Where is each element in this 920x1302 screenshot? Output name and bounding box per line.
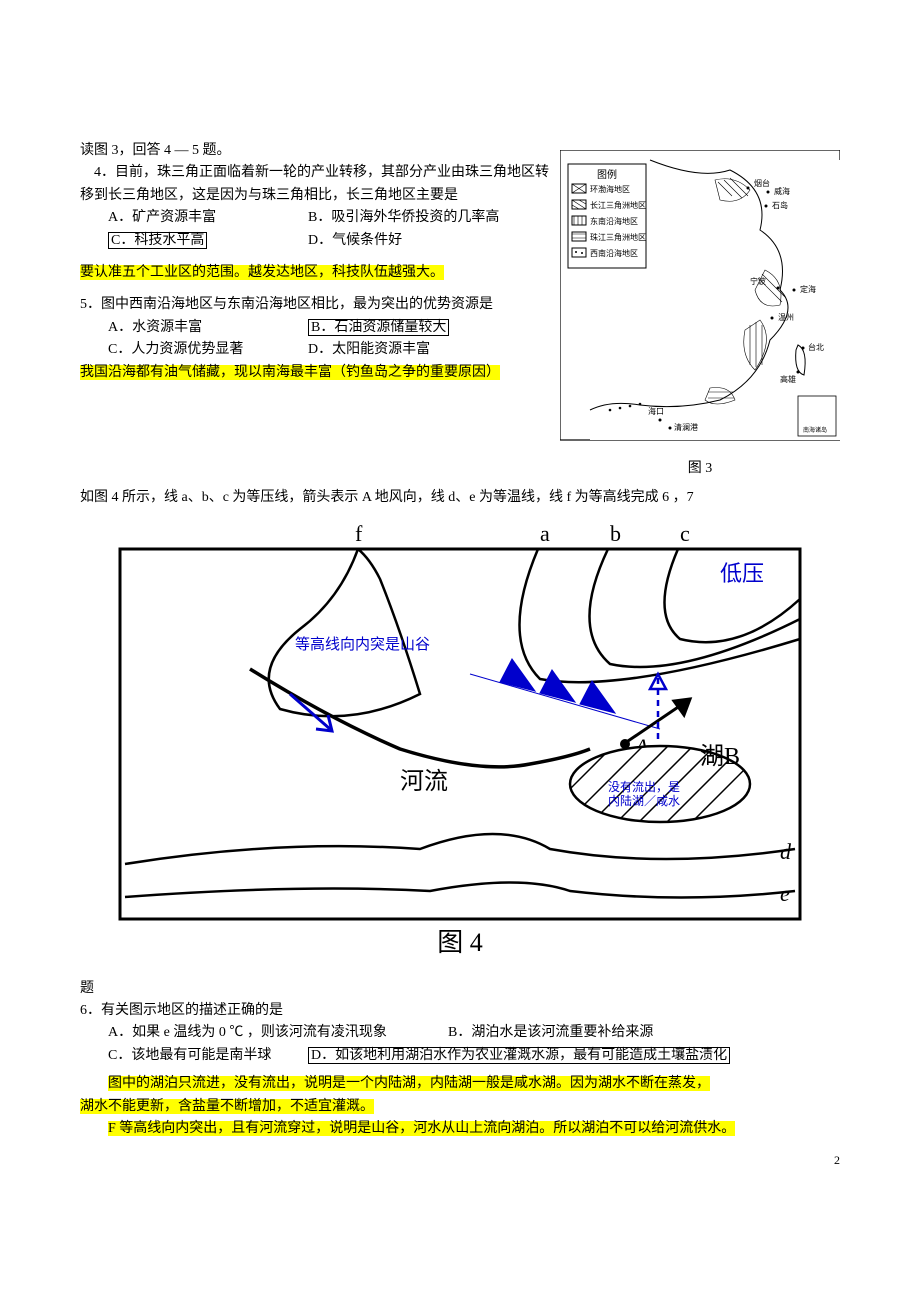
note-3b: 湖水不能更新，含盐量不断增加，不适宜灌溉。	[80, 1099, 374, 1114]
fig4-f: f	[355, 521, 363, 546]
fig4-low-pressure: 低压	[720, 561, 764, 586]
legend-1: 环渤海地区	[590, 184, 630, 194]
legend-title: 图例	[597, 168, 617, 181]
q6-option-a: A．如果 e 温线为 0 ℃ ，则该河流有凌汛现象	[108, 1022, 448, 1044]
svg-text:南海诸岛: 南海诸岛	[803, 426, 827, 434]
figure-4-svg: f a b c 低压 等高线向内突是山谷	[100, 519, 820, 959]
city-9: 海口	[648, 406, 664, 416]
legend-4: 珠江三角洲地区	[590, 232, 646, 242]
legend-5: 西南沿海地区	[590, 248, 638, 258]
figure-3-caption: 图 3	[560, 458, 840, 480]
q5-option-a: A．水资源丰富	[108, 317, 308, 339]
q6-stem: 6．有关图示地区的描述正确的是	[80, 1000, 840, 1022]
fig4-river-label: 河流	[400, 768, 448, 795]
city-10: 清澜港	[674, 422, 698, 432]
fig4-valley-note: 等高线向内突是山谷	[295, 635, 430, 653]
fig4-lake-label: 湖B	[700, 743, 740, 770]
fig4-lake-note1: 没有流出，是	[608, 779, 680, 794]
figure-4: f a b c 低压 等高线向内突是山谷	[80, 519, 840, 967]
fig4-b: b	[610, 521, 621, 546]
city-2: 威海	[774, 186, 790, 196]
note-3a: 图中的湖泊只流进，没有流出，说明是一个内陆湖，内陆湖一般是咸水湖。因为湖水不断在…	[108, 1076, 710, 1091]
q4-option-d: D．气候条件好	[308, 230, 402, 252]
city-1: 烟台	[754, 178, 770, 188]
note-1: 要认准五个工业区的范围。越发达地区，科技队伍越强大。	[80, 265, 444, 280]
q67-intro: 如图 4 所示，线 a、b、c 为等压线，箭头表示 A 地风向，线 d、e 为等…	[80, 487, 840, 509]
figure-3: 图例 环渤海地区 长江三角洲地区 东南沿海地区 珠江三角洲地区 西南沿海地区	[560, 150, 840, 481]
figure-3-svg: 图例 环渤海地区 长江三角洲地区 东南沿海地区 珠江三角洲地区 西南沿海地区	[560, 150, 840, 450]
q6-option-d: D．如该地利用湖泊水作为农业灌溉水源，最有可能造成土壤盐渍化	[308, 1047, 730, 1064]
city-5: 定海	[800, 284, 816, 294]
city-4: 宁波	[750, 276, 766, 286]
legend-3: 东南沿海地区	[590, 216, 638, 226]
note-4: F 等高线向内突出，且有河流穿过，说明是山谷，河水从山上流向湖泊。所以湖泊不可以…	[108, 1121, 735, 1136]
fig4-d: d	[780, 839, 792, 864]
fig4-c: c	[680, 521, 690, 546]
q5-option-d: D．太阳能资源丰富	[308, 339, 430, 361]
city-7: 台北	[808, 342, 824, 352]
q6-option-c: C．该地最有可能是南半球	[108, 1045, 308, 1067]
q4-option-c: C．科技水平高	[108, 232, 207, 249]
figure-4-caption: 图 4	[437, 928, 483, 957]
city-3: 石岛	[772, 200, 788, 210]
city-6: 温州	[778, 313, 794, 322]
page-number: 2	[834, 1153, 840, 1168]
q6-option-b: B．湖泊水是该河流重要补给来源	[448, 1022, 653, 1044]
legend-2: 长江三角洲地区	[590, 200, 646, 210]
note-2: 我国沿海都有油气储藏，现以南海最丰富（钓鱼岛之争的重要原因）	[80, 365, 500, 380]
city-8: 高雄	[780, 374, 796, 384]
q5-option-b: B．石油资源储量较大	[308, 319, 449, 336]
fig4-a: a	[540, 521, 550, 546]
q4-option-b: B．吸引海外华侨投资的几率高	[308, 207, 499, 229]
fig4-e: e	[780, 881, 790, 906]
q5-option-c: C．人力资源优势显著	[108, 339, 308, 361]
q4-option-a: A．矿产资源丰富	[108, 207, 308, 229]
fig4-lake-note2: 内陆湖／咸水	[608, 793, 680, 808]
q67-intro-tail: 题	[80, 978, 840, 1000]
